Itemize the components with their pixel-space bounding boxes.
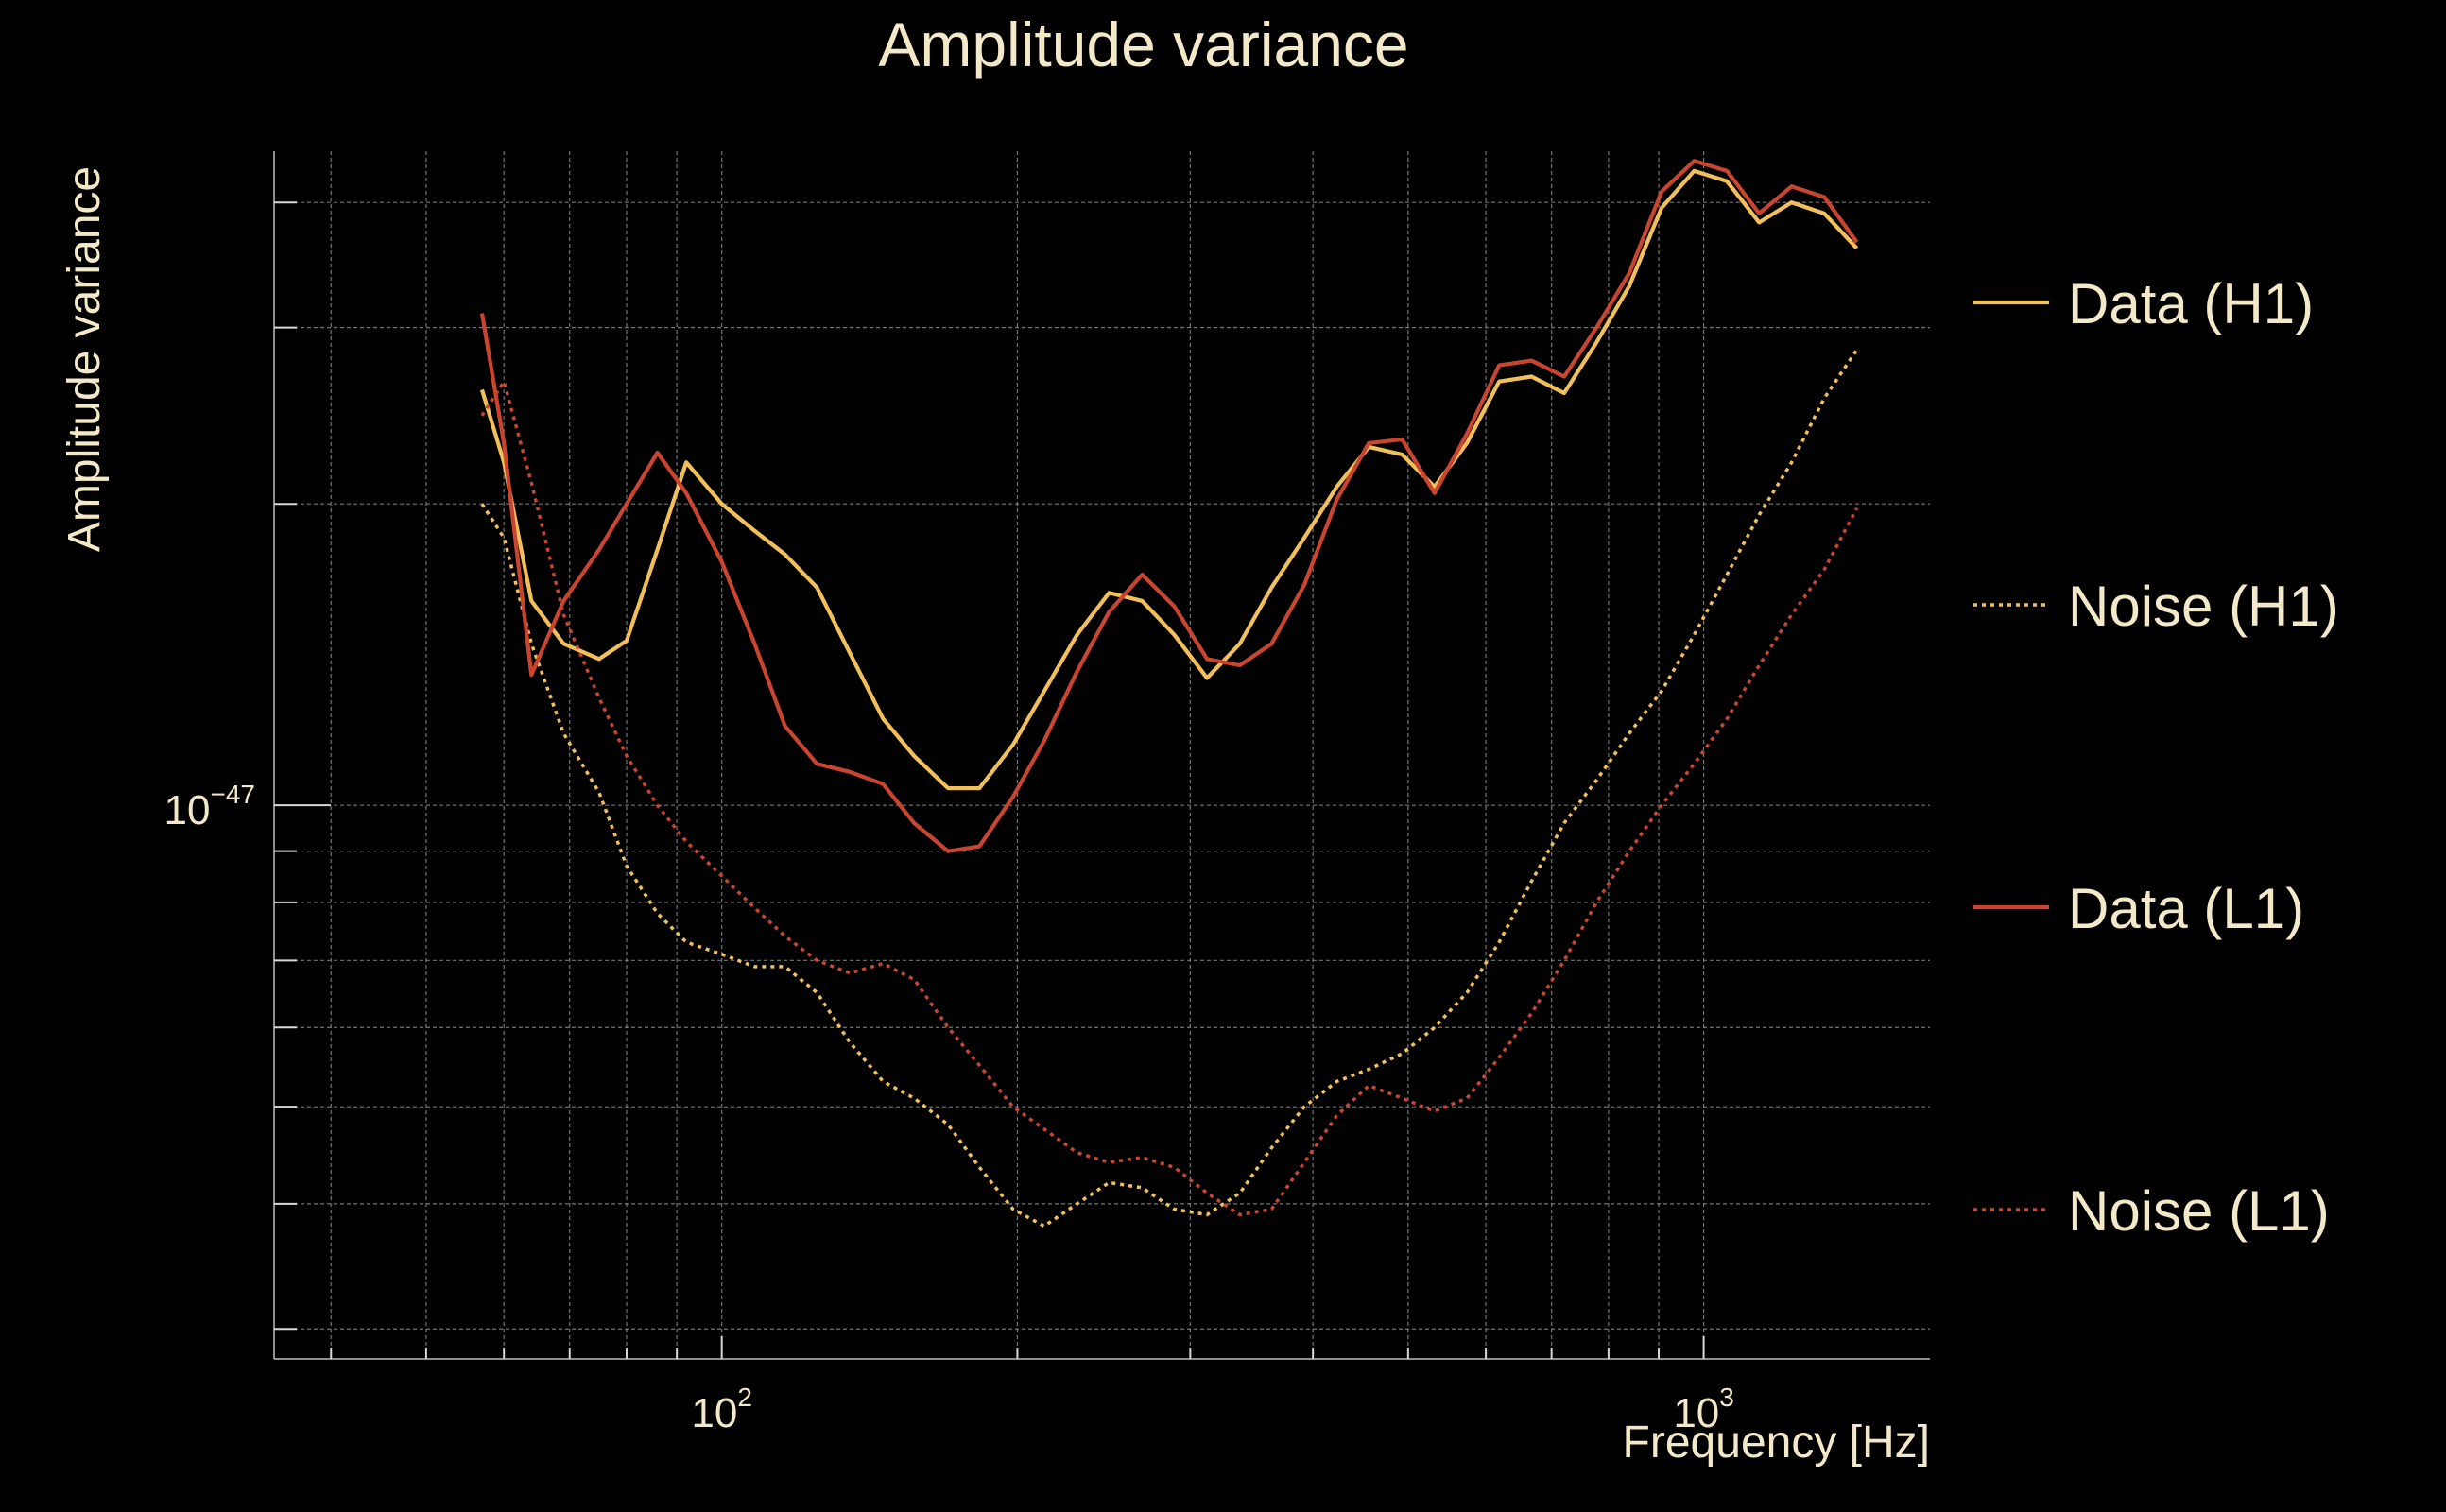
- grid: [274, 151, 1930, 1359]
- series-line-2: [480, 349, 1859, 1228]
- series-line-4: [480, 379, 1859, 1217]
- x-axis-label: Frequency [Hz]: [1623, 1418, 1930, 1468]
- series-line-1: [479, 168, 1859, 791]
- legend-label-1: Data (H1): [2068, 272, 2314, 335]
- x-tick-label: 102: [691, 1383, 752, 1436]
- legend-label-2: Noise (H1): [2068, 575, 2339, 638]
- axes-frame: [273, 151, 1930, 1360]
- chart-title: Amplitude variance: [878, 9, 1408, 79]
- x-tick-label: 103: [1673, 1383, 1734, 1436]
- series-group: [479, 159, 1859, 1228]
- legend-label-3: Data (L1): [2068, 877, 2304, 940]
- series-line-3: [479, 159, 1859, 853]
- legend: Data (H1) Noise (H1) Data (L1) Noise (L1): [1973, 272, 2339, 1243]
- legend-label-4: Noise (L1): [2068, 1179, 2330, 1243]
- axis-ticks: 102 103 10−47: [164, 201, 1734, 1436]
- y-tick-label: 10−47: [164, 780, 255, 833]
- y-axis-label: Amplitude variance: [60, 166, 110, 552]
